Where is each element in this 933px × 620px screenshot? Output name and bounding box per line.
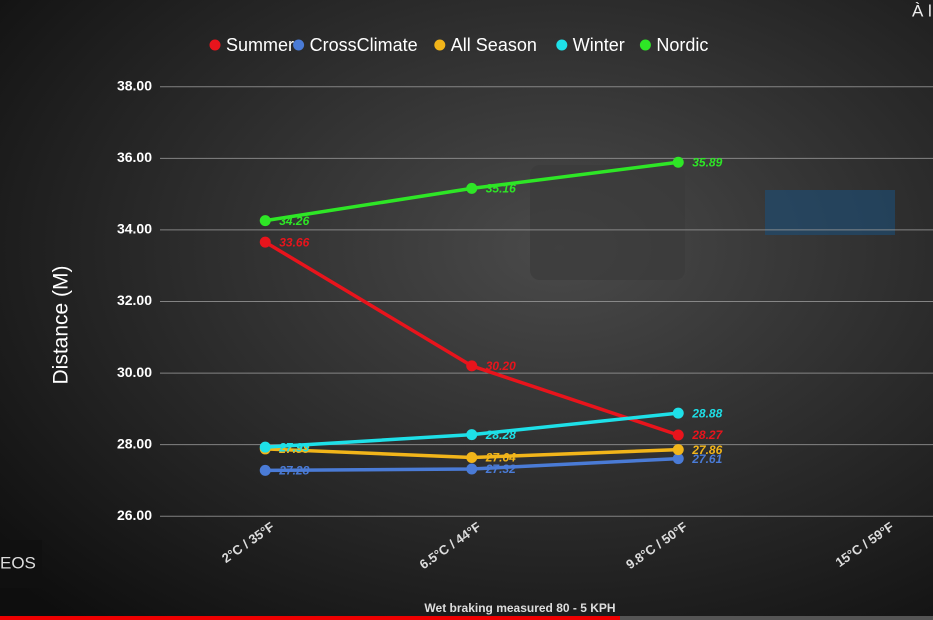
value-label: 27.64 (485, 451, 516, 465)
data-point (672, 444, 684, 456)
data-point (466, 463, 478, 475)
y-tick-label: 30.00 (117, 364, 152, 380)
data-point (672, 156, 684, 168)
value-label: 35.16 (486, 182, 516, 196)
value-label: 30.20 (486, 359, 516, 373)
data-point (259, 215, 271, 227)
y-tick-label: 26.00 (117, 507, 152, 523)
legend-marker (556, 39, 568, 51)
legend-marker (434, 39, 446, 51)
legend-label: CrossClimate (310, 35, 418, 55)
y-axis-title: Distance (M) (50, 265, 73, 384)
data-point (466, 360, 478, 372)
car-shape (530, 165, 685, 280)
legend-label: All Season (451, 35, 537, 55)
legend-label: Summer (226, 35, 294, 55)
value-label: 27.86 (691, 443, 722, 457)
y-tick-label: 34.00 (117, 221, 152, 237)
legend-marker (639, 39, 651, 51)
overlay-button[interactable] (0, 540, 42, 588)
y-tick-label: 28.00 (117, 435, 152, 451)
legend-label: Nordic (656, 35, 708, 55)
data-point (672, 453, 684, 465)
data-point (672, 407, 684, 419)
legend-label: Winter (573, 35, 625, 55)
value-label: 27.32 (485, 462, 516, 476)
data-point (259, 236, 271, 248)
y-tick-label: 32.00 (117, 292, 152, 308)
value-label: 28.27 (691, 428, 723, 442)
legend-marker (209, 39, 221, 51)
y-tick-label: 38.00 (117, 77, 152, 93)
value-label: 27.28 (278, 464, 309, 478)
data-point (466, 429, 478, 441)
value-label: 27.93 (278, 440, 309, 454)
value-label: 28.28 (485, 428, 516, 442)
data-point (259, 464, 271, 476)
sign-shape (765, 190, 895, 235)
caption: Wet braking measured 80 - 5 KPH (424, 601, 615, 615)
y-tick-label: 36.00 (117, 149, 152, 165)
data-point (466, 452, 478, 464)
data-point (672, 429, 684, 441)
value-label: 28.88 (691, 406, 722, 420)
value-label: 33.66 (279, 235, 309, 249)
value-label: 27.61 (691, 452, 722, 466)
value-label: 34.26 (279, 214, 309, 228)
overlay-button-label: EOS (0, 553, 36, 572)
data-point (466, 182, 478, 194)
legend-marker (293, 39, 305, 51)
progress-bar[interactable] (0, 616, 620, 620)
value-label: 35.89 (692, 155, 722, 169)
overlay-corner-text: À l (912, 1, 932, 20)
data-point (259, 441, 271, 453)
